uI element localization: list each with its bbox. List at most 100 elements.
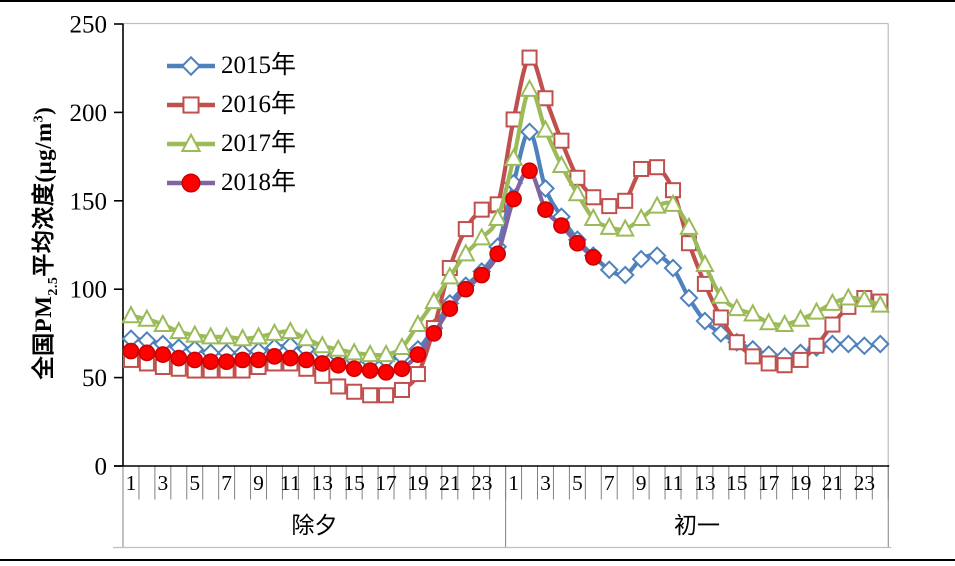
data-point-marker — [457, 221, 474, 238]
hour-label: 5 — [189, 471, 200, 495]
legend-marker-shape — [181, 173, 201, 192]
data-point-marker — [200, 326, 221, 345]
hour-label: 21 — [439, 471, 461, 495]
data-point-marker — [695, 311, 715, 331]
y-tick-label: 100 — [70, 277, 108, 304]
legend-marker-square-icon — [167, 95, 215, 114]
legend-item-2018年: 2018年 — [166, 163, 296, 202]
data-point-marker — [615, 265, 635, 285]
data-point-marker — [758, 312, 779, 331]
data-point-marker — [822, 292, 843, 311]
hour-label: 5 — [572, 471, 583, 495]
legend-item-2016年: 2016年 — [166, 85, 296, 124]
data-point-marker — [633, 160, 650, 177]
data-point-marker — [519, 78, 540, 97]
hour-label: 23 — [854, 471, 876, 495]
data-point-marker — [647, 246, 667, 266]
data-point-marker — [409, 366, 426, 383]
data-point-marker — [376, 343, 396, 363]
data-point-marker — [790, 308, 811, 327]
data-point-marker — [505, 190, 522, 208]
hour-label: 9 — [636, 471, 647, 495]
data-point-marker — [537, 201, 554, 218]
data-point-marker — [585, 189, 602, 206]
data-point-marker — [408, 313, 428, 333]
data-point-marker — [169, 320, 189, 340]
data-point-marker — [440, 266, 460, 285]
data-point-marker — [296, 328, 317, 347]
data-point-marker — [362, 387, 379, 404]
plot-border — [123, 22, 889, 466]
data-point-marker — [282, 349, 299, 367]
document-bottom-rule — [0, 559, 955, 561]
data-point-marker — [409, 346, 427, 363]
legend-item-2017年: 2017年 — [166, 124, 296, 163]
legend-marker-shape — [182, 95, 200, 114]
data-point-marker — [776, 357, 793, 374]
data-point-marker — [854, 289, 875, 308]
axes — [114, 23, 890, 467]
hour-label: 19 — [407, 471, 429, 495]
data-point-marker — [551, 154, 572, 173]
data-point-marker — [489, 245, 506, 263]
hour-label: 1 — [126, 471, 137, 495]
data-point-marker — [870, 294, 891, 313]
data-point-marker — [329, 356, 347, 374]
data-point-marker — [744, 348, 761, 365]
data-point-marker — [695, 253, 715, 272]
hour-label: 19 — [790, 471, 812, 495]
data-point-marker — [234, 351, 251, 369]
data-point-marker — [378, 387, 395, 404]
legend-marker-shape — [180, 55, 202, 76]
data-point-marker — [360, 343, 380, 363]
data-point-marker — [361, 362, 379, 379]
data-point-marker — [218, 353, 235, 371]
data-point-marker — [599, 260, 619, 280]
hour-label: 11 — [663, 471, 684, 495]
data-point-marker — [312, 335, 333, 354]
x-axis-separators — [113, 466, 892, 549]
hour-label: 9 — [253, 471, 264, 495]
data-point-marker — [553, 217, 570, 234]
day-label: 除夕 — [291, 513, 337, 538]
data-point-marker — [711, 285, 731, 304]
data-point-marker — [328, 338, 348, 357]
data-point-marker — [679, 216, 699, 235]
data-point-marker — [425, 325, 443, 342]
hour-label: 7 — [604, 471, 615, 495]
data-point-marker — [583, 207, 604, 226]
series-2017年 — [121, 78, 891, 363]
hour-label: 11 — [280, 471, 301, 495]
data-point-marker — [728, 334, 745, 351]
chart-legend: 2015年 2016年 2017年 2018年 — [166, 46, 296, 202]
document-top-rule — [0, 0, 955, 2]
legend-label: 2016年 — [221, 91, 297, 118]
data-point-marker — [792, 351, 809, 368]
data-point-marker — [202, 353, 220, 371]
data-point-marker — [216, 326, 237, 345]
y-axis: 0 50 100 150 200 250 — [70, 12, 123, 481]
y-axis-title-suffix: ) — [31, 106, 57, 115]
hour-label: 1 — [508, 471, 519, 495]
data-point-marker — [631, 249, 651, 269]
data-point-marker — [393, 360, 411, 378]
y-tick-label: 150 — [70, 188, 108, 215]
legend-marker-diamond-icon — [167, 55, 215, 76]
hour-label: 13 — [694, 471, 716, 495]
hour-label: 13 — [312, 471, 334, 495]
data-point-marker — [153, 313, 173, 333]
data-point-marker — [457, 280, 475, 298]
day-label: 初一 — [674, 513, 720, 538]
data-point-marker — [838, 334, 858, 354]
data-point-marker — [760, 355, 777, 372]
data-point-marker — [313, 355, 331, 372]
data-point-marker — [822, 334, 842, 354]
data-point-marker — [584, 249, 602, 266]
data-point-marker — [473, 201, 490, 218]
data-point-marker — [266, 348, 283, 365]
hour-label: 21 — [822, 471, 844, 495]
data-point-marker — [553, 132, 570, 149]
data-point-marker — [503, 147, 524, 166]
